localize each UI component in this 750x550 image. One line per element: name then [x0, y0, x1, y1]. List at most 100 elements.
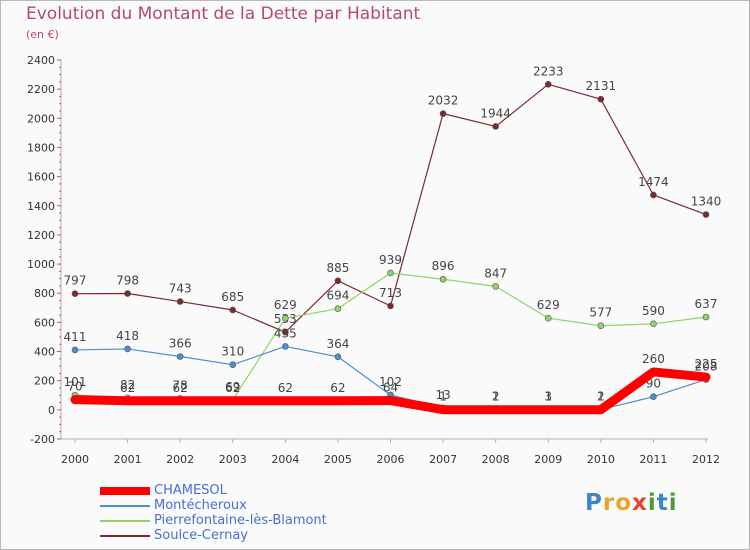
data-point-chamesol [544, 405, 553, 414]
legend-swatch [100, 487, 150, 495]
data-point-chamesol [281, 396, 290, 405]
y-tick-label: -200 [30, 433, 55, 446]
data-point-chamesol [123, 396, 132, 405]
data-point-soulce-cernay [71, 290, 79, 297]
data-label-montecheroux: 366 [169, 336, 192, 350]
x-tick-label: 2007 [429, 453, 457, 466]
data-point-soulce-cernay [492, 123, 499, 130]
data-point-chamesol [702, 373, 710, 382]
chart-title: Evolution du Montant de la Dette par Hab… [26, 4, 421, 24]
data-label-pierrefontaine-les-blamont: 629 [274, 298, 297, 312]
y-tick-label: 1400 [27, 200, 55, 213]
x-tick-label: 2000 [61, 453, 89, 466]
data-label-pierrefontaine-les-blamont: 69 [225, 380, 240, 394]
y-tick-label: 1800 [27, 141, 55, 154]
data-label-pierrefontaine-les-blamont: 847 [484, 266, 507, 280]
data-label-chamesol: 70 [67, 380, 82, 394]
data-label-montecheroux: 208 [695, 360, 718, 374]
data-label-chamesol: 62 [173, 381, 188, 395]
data-label-soulce-cernay: 1340 [691, 195, 722, 209]
data-label-montecheroux: 411 [64, 330, 87, 344]
y-tick-label: 2200 [27, 83, 55, 96]
y-tick-label: 800 [34, 287, 55, 300]
data-label-chamesol: 62 [330, 381, 345, 395]
logo-letter: P [585, 490, 603, 516]
data-point-montecheroux [176, 353, 184, 360]
data-point-soulce-cernay [176, 298, 184, 305]
data-label-soulce-cernay: 885 [326, 261, 349, 275]
data-label-chamesol: 1 [492, 390, 500, 404]
x-tick-label: 2003 [219, 453, 247, 466]
data-point-soulce-cernay [439, 110, 447, 117]
logo-letter: o [615, 490, 633, 516]
data-point-soulce-cernay [387, 302, 394, 310]
y-tick-label: 0 [48, 404, 55, 417]
y-tick-label: 2000 [27, 112, 55, 125]
data-point-pierrefontaine-les-blamont [650, 320, 657, 328]
data-point-pierrefontaine-les-blamont [334, 305, 342, 312]
data-point-soulce-cernay [124, 290, 131, 297]
data-label-montecheroux: 13 [435, 388, 450, 402]
data-point-pierrefontaine-les-blamont [492, 283, 499, 290]
data-point-chamesol [228, 396, 237, 405]
y-tick-label: 400 [34, 346, 55, 359]
data-label-soulce-cernay: 797 [64, 274, 87, 288]
x-tick-label: 2004 [271, 453, 299, 466]
legend-label: CHAMESOL [154, 483, 227, 498]
logo-letter: i [668, 490, 678, 516]
y-tick-label: 1000 [27, 258, 55, 271]
y-tick-label: 2400 [27, 54, 55, 67]
data-label-soulce-cernay: 2032 [428, 94, 459, 108]
data-point-montecheroux [71, 346, 79, 354]
data-label-chamesol: 64 [383, 381, 398, 395]
logo-letter: r [602, 490, 616, 516]
data-point-chamesol [439, 405, 448, 414]
legend-swatch [100, 505, 150, 507]
data-label-soulce-cernay: 1944 [480, 106, 511, 120]
legend-swatch [100, 535, 150, 537]
data-label-soulce-cernay: 685 [221, 290, 244, 304]
data-point-soulce-cernay [334, 277, 342, 285]
data-label-montecheroux: 364 [326, 337, 349, 351]
proxiti-logo: Proxiti [585, 490, 678, 516]
data-point-chamesol [386, 396, 395, 405]
y-tick-label: 1600 [27, 171, 55, 184]
data-label-chamesol: 62 [120, 381, 135, 395]
data-label-pierrefontaine-les-blamont: 694 [326, 289, 349, 303]
data-point-montecheroux [334, 353, 342, 361]
data-label-montecheroux: 435 [274, 326, 297, 340]
data-label-chamesol: 1 [439, 390, 447, 404]
data-point-pierrefontaine-les-blamont [597, 322, 605, 330]
data-point-montecheroux [229, 361, 237, 368]
data-point-pierrefontaine-les-blamont [439, 275, 447, 283]
x-tick-label: 2008 [482, 453, 510, 466]
data-point-chamesol [491, 405, 500, 414]
data-label-chamesol: 62 [278, 381, 293, 395]
data-point-montecheroux [650, 393, 657, 401]
data-point-pierrefontaine-les-blamont [544, 314, 552, 322]
data-point-chamesol [71, 395, 79, 404]
data-point-soulce-cernay [597, 95, 605, 103]
data-label-pierrefontaine-les-blamont: 629 [537, 298, 560, 312]
x-tick-label: 2011 [639, 453, 667, 466]
data-point-montecheroux [282, 343, 289, 350]
data-point-soulce-cernay [702, 211, 710, 218]
x-tick-label: 2012 [692, 453, 720, 466]
y-tick-label: 1200 [27, 229, 55, 242]
data-point-pierrefontaine-les-blamont [387, 269, 394, 277]
data-label-soulce-cernay: 1474 [638, 175, 669, 189]
legend-label: Montécheroux [154, 498, 247, 513]
data-label-chamesol: 1 [597, 390, 605, 404]
data-label-montecheroux: 102 [379, 375, 402, 389]
data-point-chamesol [596, 405, 605, 414]
data-label-pierrefontaine-les-blamont: 939 [379, 253, 402, 267]
x-tick-label: 2010 [587, 453, 615, 466]
x-tick-label: 2006 [377, 453, 405, 466]
data-label-pierrefontaine-les-blamont: 577 [589, 306, 612, 320]
legend-swatch [100, 520, 150, 522]
x-tick-label: 2002 [166, 453, 194, 466]
data-label-chamesol: 62 [225, 381, 240, 395]
data-label-montecheroux: 3 [544, 389, 552, 403]
